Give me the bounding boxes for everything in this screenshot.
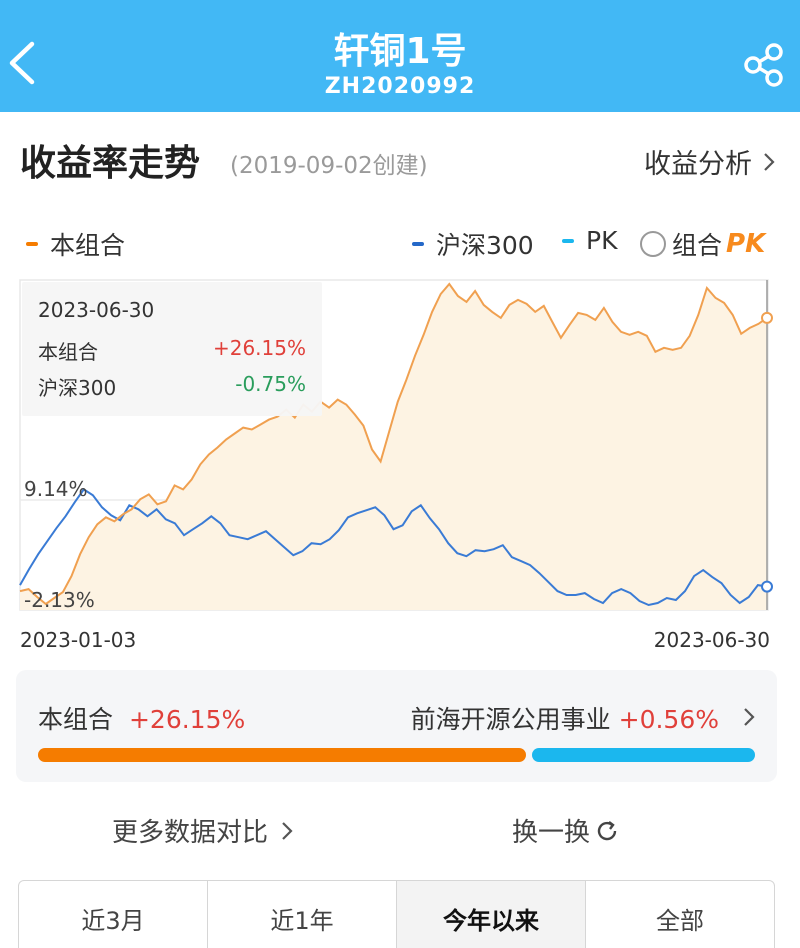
swap-label: 换一换 (512, 818, 591, 848)
pk-logo: PK (726, 229, 766, 259)
comparison-right-value: +0.56% (618, 705, 719, 734)
comparison-right-label: 前海开源公用事业 (410, 705, 611, 734)
chevron-right-icon (764, 152, 775, 171)
created-date: (2019-09-02创建) (230, 153, 428, 179)
back-icon[interactable] (4, 38, 44, 88)
chart-tooltip: 2023-06-30 本组合 +26.15% 沪深300 -0.75% (22, 282, 322, 416)
tooltip-row-portfolio: 本组合 +26.15% (38, 336, 306, 365)
tab-1-year[interactable]: 近1年 (208, 881, 397, 948)
pk-portfolio-option[interactable]: 组合 PK (640, 226, 765, 262)
benchmark-end-marker (761, 580, 773, 593)
legend-benchmark-swatch (412, 242, 424, 246)
pk-option-label: 组合 (672, 231, 723, 260)
y-tick-upper: 9.14% (24, 477, 88, 501)
portfolio-code: ZH2020992 (324, 74, 476, 99)
portfolio-end-marker (761, 311, 773, 324)
return-analysis-link[interactable]: 收益分析 (644, 142, 776, 181)
comparison-left-value: +26.15% (128, 705, 246, 734)
return-trend-title: 收益率走势 (20, 143, 201, 184)
tooltip-value: -0.75% (235, 372, 306, 396)
chevron-right-icon (282, 821, 293, 840)
tooltip-value: +26.15% (212, 336, 306, 360)
tooltip-row-benchmark: 沪深300 -0.75% (38, 372, 306, 401)
more-data-compare-link[interactable]: 更多数据对比 (112, 812, 294, 849)
comparison-bar-portfolio (38, 748, 526, 762)
x-label-end: 2023-06-30 (653, 628, 770, 652)
portfolio-area (20, 284, 767, 610)
legend-benchmark-label: 沪深300 (436, 231, 534, 260)
refresh-icon (597, 820, 617, 840)
period-tabs: 近3月 近1年 今年以来 全部 (18, 880, 775, 948)
chevron-right-icon (744, 708, 755, 726)
legend-portfolio: 本组合 (26, 226, 125, 262)
tooltip-label: 沪深300 (38, 376, 117, 400)
tab-year-to-date[interactable]: 今年以来 (397, 881, 586, 948)
page-title: 轩铜1号 (333, 31, 467, 72)
y-tick-lower: -2.13% (24, 588, 95, 612)
comparison-left-label: 本组合 (38, 705, 114, 734)
tooltip-date-row: 2023-06-30 (38, 298, 306, 322)
legend-pk-swatch (562, 238, 574, 243)
share-icon[interactable] (742, 42, 786, 88)
pk-radio[interactable] (640, 231, 666, 257)
portfolio-line (19, 282, 768, 606)
comparison-card[interactable]: 本组合 +26.15% 前海开源公用事业 +0.56% (16, 670, 777, 782)
tab-all[interactable]: 全部 (656, 907, 704, 935)
legend-portfolio-label: 本组合 (50, 231, 126, 260)
comparison-left: 本组合 +26.15% (38, 700, 245, 736)
legend-pk-label: PK (586, 226, 618, 255)
legend-pk: PK (562, 226, 617, 255)
legend-portfolio-swatch (26, 242, 38, 246)
return-analysis-label: 收益分析 (644, 149, 752, 180)
tooltip-date: 2023-06-30 (38, 298, 155, 322)
benchmark-line (19, 488, 768, 607)
more-data-compare-label: 更多数据对比 (112, 818, 269, 848)
legend-benchmark: 沪深300 (412, 226, 534, 262)
return-chart[interactable] (0, 270, 800, 660)
comparison-bar-compare (532, 748, 755, 762)
x-label-start: 2023-01-03 (20, 628, 137, 652)
tooltip-label: 本组合 (38, 340, 98, 364)
tab-3-months[interactable]: 近3月 (19, 881, 208, 948)
swap-link[interactable]: 换一换 (512, 812, 620, 849)
comparison-right: 前海开源公用事业 +0.56% (411, 700, 719, 736)
app-header: 轩铜1号 ZH2020992 (0, 0, 800, 112)
